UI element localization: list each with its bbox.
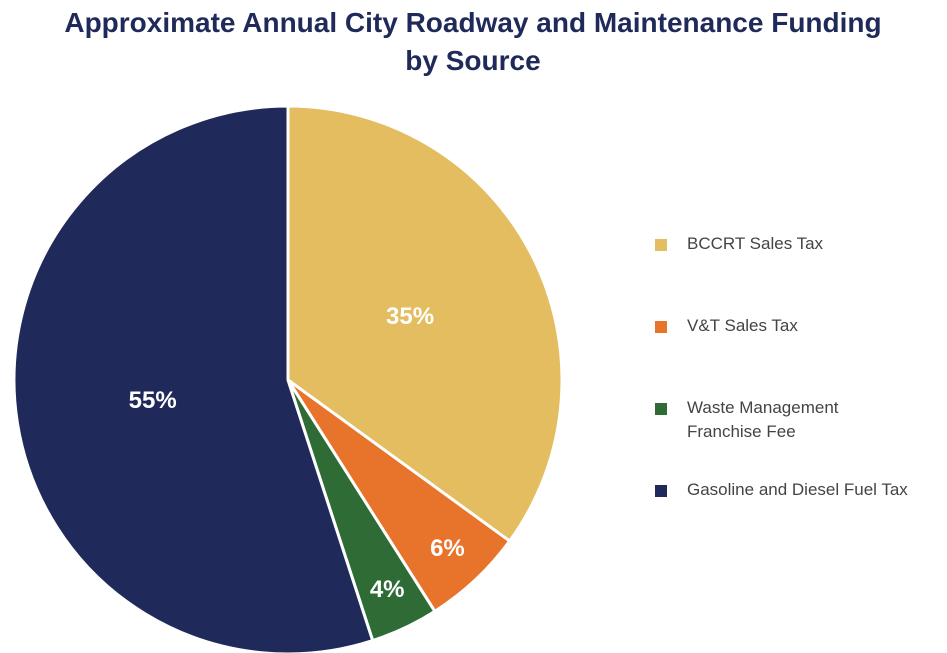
legend-swatch	[655, 485, 667, 497]
pie-slice	[286, 104, 564, 544]
legend-label: Waste Management Franchise Fee	[687, 398, 839, 441]
slice-label: 6%	[430, 535, 465, 562]
legend-swatch	[655, 239, 667, 251]
chart-title: Approximate Annual City Roadway and Main…	[64, 7, 882, 76]
legend-swatch	[655, 321, 667, 333]
legend-label: BCCRT Sales Tax	[687, 234, 824, 253]
legend-swatch	[655, 403, 667, 415]
slice-label: 35%	[386, 303, 434, 330]
legend-item: Waste Management Franchise Fee	[655, 396, 872, 444]
legend-item: BCCRT Sales Tax	[655, 232, 823, 256]
legend-label: Gasoline and Diesel Fuel Tax	[687, 480, 908, 499]
slice-label: 4%	[370, 576, 405, 603]
legend-label: V&T Sales Tax	[687, 316, 798, 335]
legend-item: V&T Sales Tax	[655, 314, 798, 338]
slice-label: 55%	[129, 387, 177, 414]
legend-item: Gasoline and Diesel Fuel Tax	[655, 478, 908, 502]
pie-slice	[12, 104, 375, 653]
